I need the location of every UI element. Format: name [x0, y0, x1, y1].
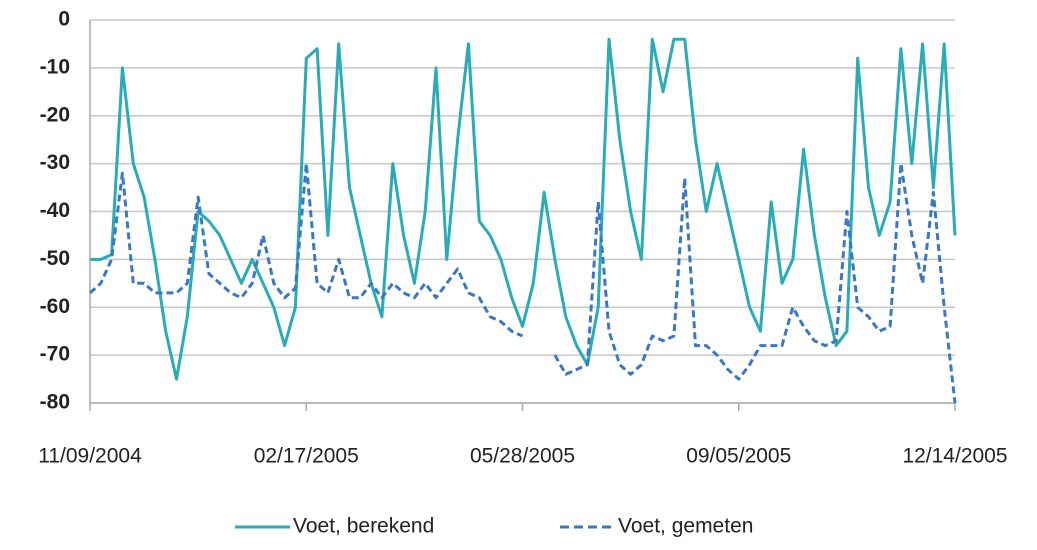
x-tick-label: 11/09/2004: [38, 445, 142, 468]
y-tick-label: -40: [40, 199, 70, 222]
y-tick-label: -10: [40, 55, 70, 78]
y-tick-label: -30: [40, 151, 70, 174]
y-tick-label: -50: [40, 247, 70, 270]
legend-label: Voet, gemeten: [618, 515, 753, 538]
y-tick-label: -70: [40, 343, 70, 366]
data-line: [90, 37, 957, 381]
x-tick-label: 12/14/2005: [902, 445, 1007, 468]
legend-label: Voet, berekend: [293, 515, 434, 538]
x-tick-label: 05/28/2005: [470, 445, 575, 468]
data-line: [553, 162, 957, 404]
y-tick-label: -20: [40, 103, 70, 126]
y-tick-label: -60: [40, 295, 70, 318]
y-tick-label: -80: [40, 391, 70, 414]
data-line: [89, 162, 524, 338]
x-tick-label: 02/17/2005: [254, 445, 359, 468]
x-tick-label: 09/05/2005: [686, 445, 791, 468]
y-tick-label: 0: [58, 8, 70, 31]
